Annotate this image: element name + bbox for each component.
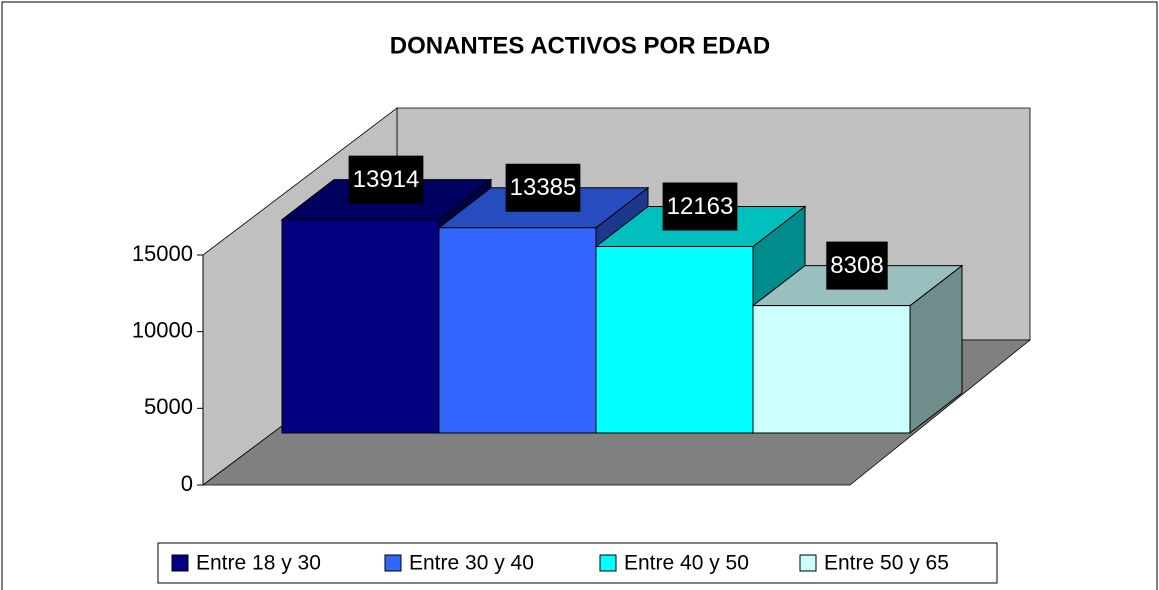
bar [752,305,911,434]
data-label: 13385 [510,174,577,201]
legend [157,542,998,584]
legend-swatch [599,554,617,572]
bar [281,219,440,434]
data-label-box [505,163,581,212]
legend-label: Entre 30 y 40 [409,552,534,575]
legend-swatch [799,554,817,572]
legend-swatch [384,554,402,572]
data-label: 8308 [830,252,883,279]
legend-label: Entre 18 y 30 [196,552,321,575]
legend-label: Entre 40 y 50 [624,552,749,575]
bar [438,227,597,434]
data-label-box [662,182,738,231]
legend-swatch [171,554,189,572]
chart-title: DONANTES ACTIVOS POR EDAD [390,32,770,59]
y-tick-label: 0 [181,471,193,496]
y-tick-label: 10000 [132,317,193,342]
legend-label: Entre 50 y 65 [824,552,949,575]
y-tick-label: 15000 [132,241,193,266]
bar [595,246,754,434]
y-tick-label: 5000 [144,394,193,419]
data-label: 13914 [353,166,420,193]
data-label-box [348,155,424,204]
data-label-box [826,241,888,290]
data-label: 12163 [667,193,734,220]
